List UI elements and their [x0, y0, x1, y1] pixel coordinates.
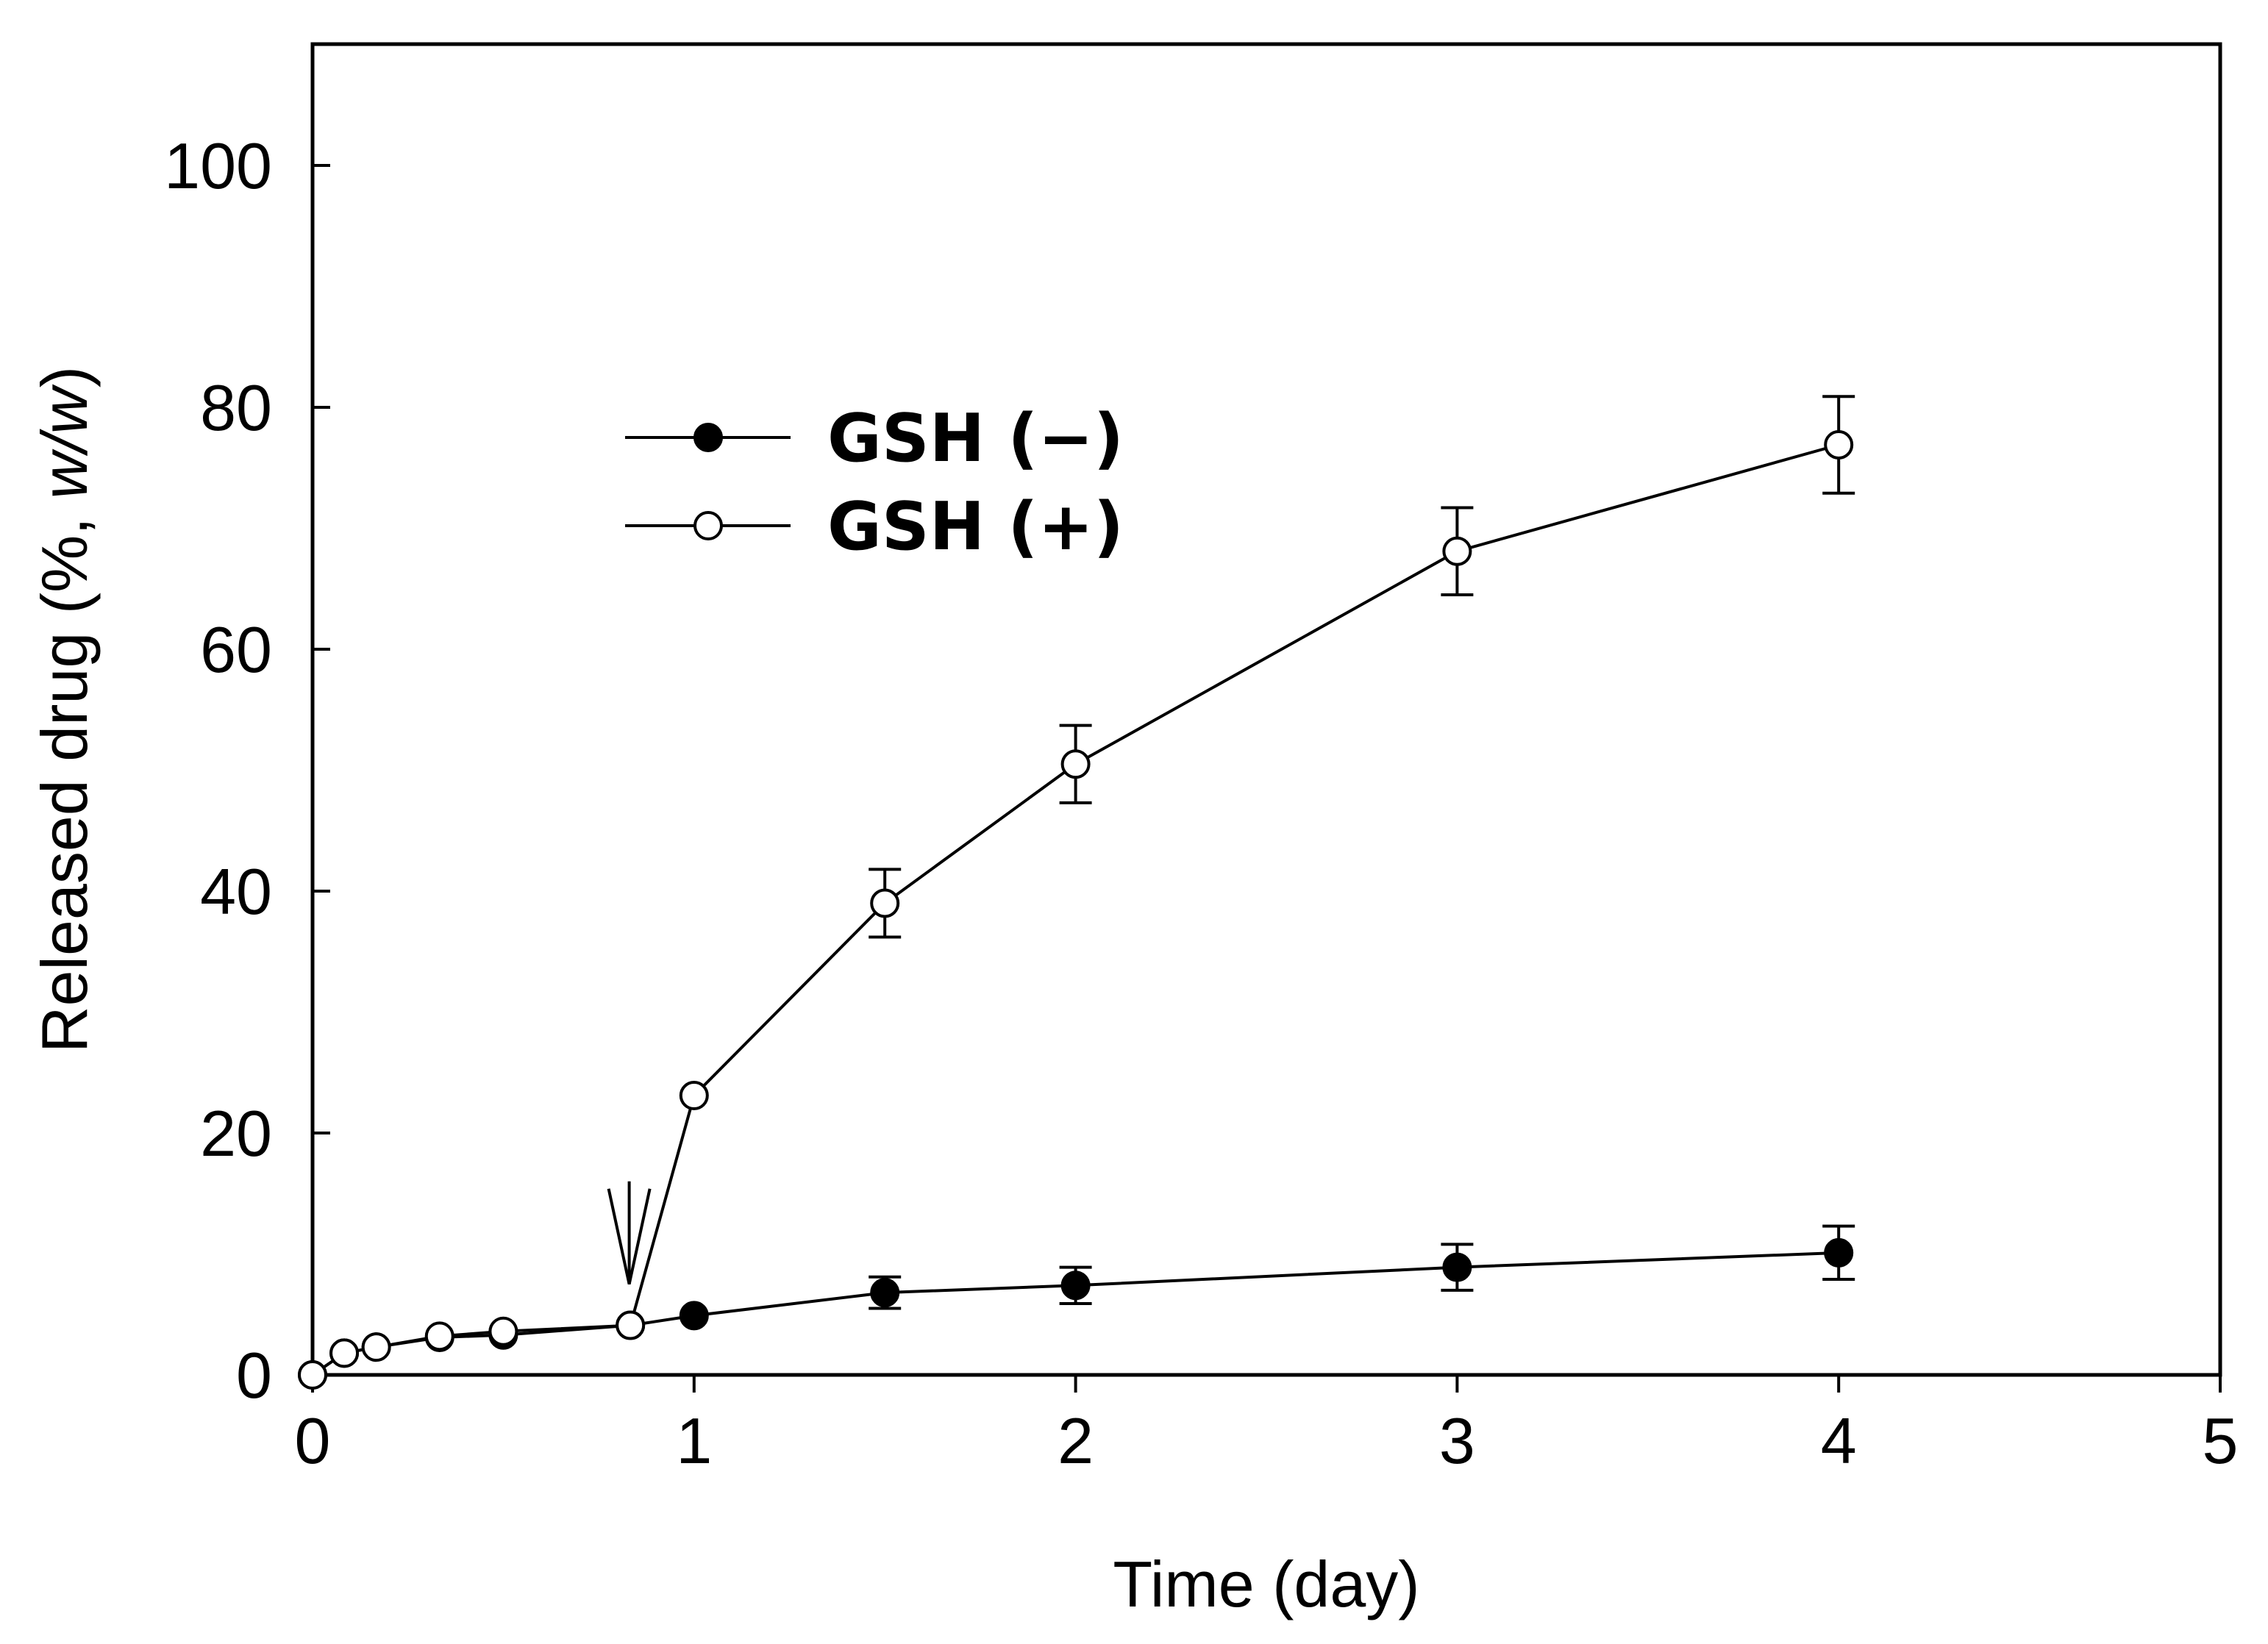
legend-label: GSH (+): [827, 488, 1124, 565]
x-tick-label-5: 5: [2203, 1404, 2239, 1477]
data-point: [361, 1332, 391, 1362]
y-tick-label-80: 80: [200, 371, 272, 444]
legend-label: GSH (−): [827, 400, 1124, 477]
data-point: [298, 1360, 327, 1390]
x-tick-label-4: 4: [1821, 1404, 1857, 1477]
x-tick-label-2: 2: [1058, 1404, 1094, 1477]
x-tick-label-0: 0: [295, 1404, 331, 1477]
data-point: [424, 1321, 454, 1351]
data-point: [1060, 1270, 1091, 1301]
legend: GSH (−) GSH (+): [625, 400, 1124, 565]
plot-frame: [310, 42, 2222, 1377]
data-point: [1824, 1237, 1854, 1268]
series-gsh-plus: [298, 395, 1855, 1390]
y-axis-title-units-close: ): [28, 366, 101, 387]
data-point: [1060, 749, 1091, 779]
y-axis: 0 20 40 60 80 100: [164, 129, 330, 1412]
y-tick-label-60: 60: [200, 613, 272, 686]
data-point: [1824, 429, 1854, 460]
legend-item-gsh-plus: GSH (+): [625, 488, 1124, 565]
data-point: [1442, 1252, 1472, 1282]
data-point: [679, 1301, 709, 1331]
legend-marker: [693, 511, 723, 540]
y-axis-title: Released drug (%, w/w): [28, 366, 101, 1053]
data-point: [679, 1081, 709, 1111]
data-point: [616, 1310, 646, 1340]
x-axis-title: Time (day): [1113, 1548, 1419, 1620]
y-tick-label-40: 40: [200, 855, 272, 928]
data-point: [870, 888, 900, 918]
x-tick-label-3: 3: [1439, 1404, 1475, 1477]
legend-item-gsh-minus: GSH (−): [625, 400, 1124, 477]
series-line: [311, 443, 1839, 1376]
x-axis: 0 1 2 3 4 5: [295, 1375, 2239, 1477]
y-tick-label-100: 100: [164, 129, 272, 202]
series-layer: [298, 395, 1855, 1390]
y-axis-title-units: (%,: [28, 499, 101, 614]
data-point: [1442, 536, 1472, 566]
series-gsh-minus: [298, 1224, 1855, 1390]
down-arrow-icon: [607, 1181, 652, 1285]
data-point: [870, 1278, 900, 1308]
y-axis-title-units-italic: w/w: [28, 384, 101, 499]
data-point: [488, 1316, 518, 1346]
legend-marker: [693, 423, 723, 452]
y-tick-label-0: 0: [236, 1339, 272, 1412]
y-axis-title-main: Released drug: [28, 632, 101, 1053]
data-point: [329, 1338, 360, 1368]
annotation-layer: [607, 1181, 652, 1285]
y-tick-label-20: 20: [200, 1097, 272, 1170]
arrow-head: [607, 1188, 652, 1285]
x-tick-label-1: 1: [676, 1404, 712, 1477]
